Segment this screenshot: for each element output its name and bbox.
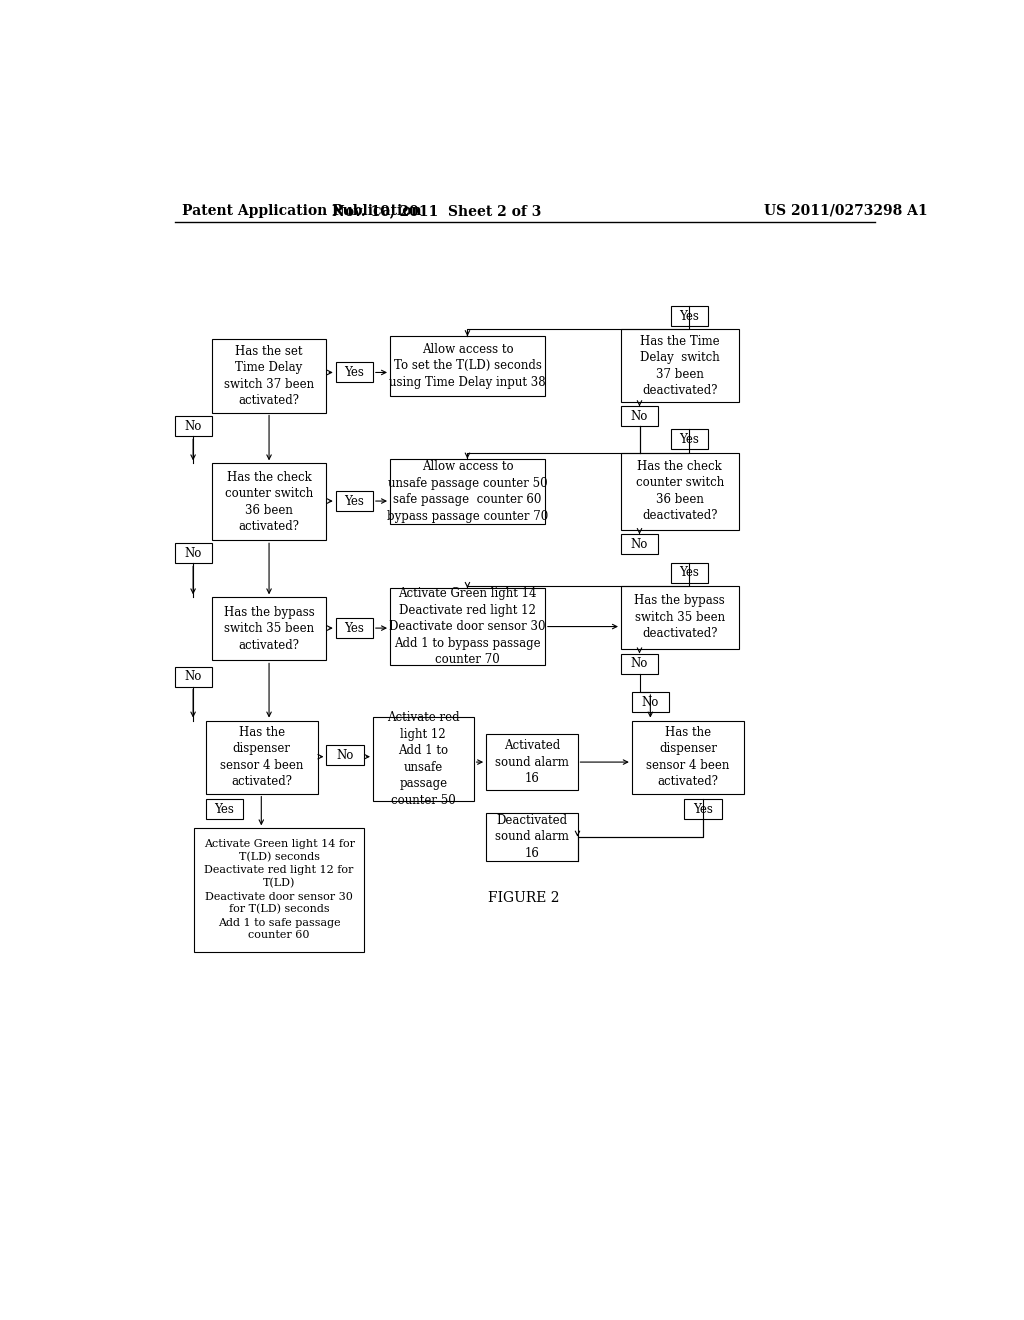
Bar <box>212 597 327 660</box>
Bar <box>621 653 658 673</box>
Text: Yes: Yes <box>679 433 699 446</box>
Text: Has the bypass
switch 35 been
activated?: Has the bypass switch 35 been activated? <box>223 606 314 652</box>
Bar <box>632 721 744 793</box>
Text: Has the
dispenser
sensor 4 been
activated?: Has the dispenser sensor 4 been activate… <box>220 726 303 788</box>
Bar <box>621 453 738 529</box>
Text: Yes: Yes <box>344 622 365 635</box>
Bar <box>621 330 738 403</box>
Text: Yes: Yes <box>344 366 365 379</box>
Text: Yes: Yes <box>679 310 699 323</box>
Text: Has the bypass
switch 35 been
deactivated?: Has the bypass switch 35 been deactivate… <box>635 594 725 640</box>
Text: Has the check
counter switch
36 been
activated?: Has the check counter switch 36 been act… <box>225 470 313 533</box>
Bar <box>621 535 658 554</box>
Text: Yes: Yes <box>679 566 699 579</box>
Text: No: No <box>631 537 648 550</box>
Bar <box>671 429 708 449</box>
Bar <box>336 618 373 638</box>
Text: Activate Green light 14 for
T(LD) seconds
Deactivate red light 12 for
T(LD)
Deac: Activate Green light 14 for T(LD) second… <box>204 840 354 940</box>
Text: Yes: Yes <box>693 803 713 816</box>
Bar <box>174 544 212 564</box>
Text: Activate Green light 14
Deactivate red light 12
Deactivate door sensor 30
Add 1 : Activate Green light 14 Deactivate red l… <box>389 587 546 667</box>
Bar <box>621 586 738 649</box>
Text: Has the check
counter switch
36 been
deactivated?: Has the check counter switch 36 been dea… <box>636 459 724 523</box>
Bar <box>684 799 722 818</box>
Text: No: No <box>642 696 659 709</box>
Text: No: No <box>336 748 353 762</box>
Bar <box>373 718 474 800</box>
Bar <box>486 734 578 789</box>
Text: Patent Application Publication: Patent Application Publication <box>182 203 422 218</box>
Bar <box>206 799 243 818</box>
Bar <box>671 306 708 326</box>
Text: No: No <box>184 671 202 684</box>
Bar <box>632 692 669 711</box>
Bar <box>174 416 212 437</box>
Text: Nov. 10, 2011  Sheet 2 of 3: Nov. 10, 2011 Sheet 2 of 3 <box>332 203 541 218</box>
Bar <box>336 491 373 511</box>
Text: Has the set
Time Delay
switch 37 been
activated?: Has the set Time Delay switch 37 been ac… <box>224 345 314 407</box>
Bar <box>174 667 212 686</box>
Text: Activated
sound alarm
16: Activated sound alarm 16 <box>495 739 568 785</box>
Bar <box>212 463 327 540</box>
Text: US 2011/0273298 A1: US 2011/0273298 A1 <box>764 203 927 218</box>
Bar <box>327 744 364 766</box>
Bar <box>390 589 545 665</box>
Text: No: No <box>631 657 648 671</box>
Text: Yes: Yes <box>214 803 234 816</box>
Text: Deactivated
sound alarm
16: Deactivated sound alarm 16 <box>495 813 568 859</box>
Bar <box>390 459 545 524</box>
Bar <box>390 335 545 396</box>
Text: FIGURE 2: FIGURE 2 <box>487 891 559 904</box>
Text: No: No <box>184 420 202 433</box>
Bar <box>621 407 658 426</box>
Bar <box>671 562 708 582</box>
Text: Has the
dispenser
sensor 4 been
activated?: Has the dispenser sensor 4 been activate… <box>646 726 730 788</box>
Text: Yes: Yes <box>344 495 365 508</box>
Text: No: No <box>631 409 648 422</box>
Text: Allow access to
unsafe passage counter 50
safe passage  counter 60
bypass passag: Allow access to unsafe passage counter 5… <box>387 461 548 523</box>
Bar <box>486 813 578 861</box>
Bar <box>212 339 327 413</box>
Text: Allow access to
To set the T(LD) seconds
using Time Delay input 38: Allow access to To set the T(LD) seconds… <box>389 342 546 388</box>
Text: No: No <box>184 546 202 560</box>
Bar <box>194 829 365 952</box>
Text: Has the Time
Delay  switch
37 been
deactivated?: Has the Time Delay switch 37 been deacti… <box>640 335 720 397</box>
Text: Activate red
light 12
Add 1 to
unsafe
passage
counter 50: Activate red light 12 Add 1 to unsafe pa… <box>387 711 460 807</box>
Bar <box>206 721 317 793</box>
Bar <box>336 363 373 383</box>
